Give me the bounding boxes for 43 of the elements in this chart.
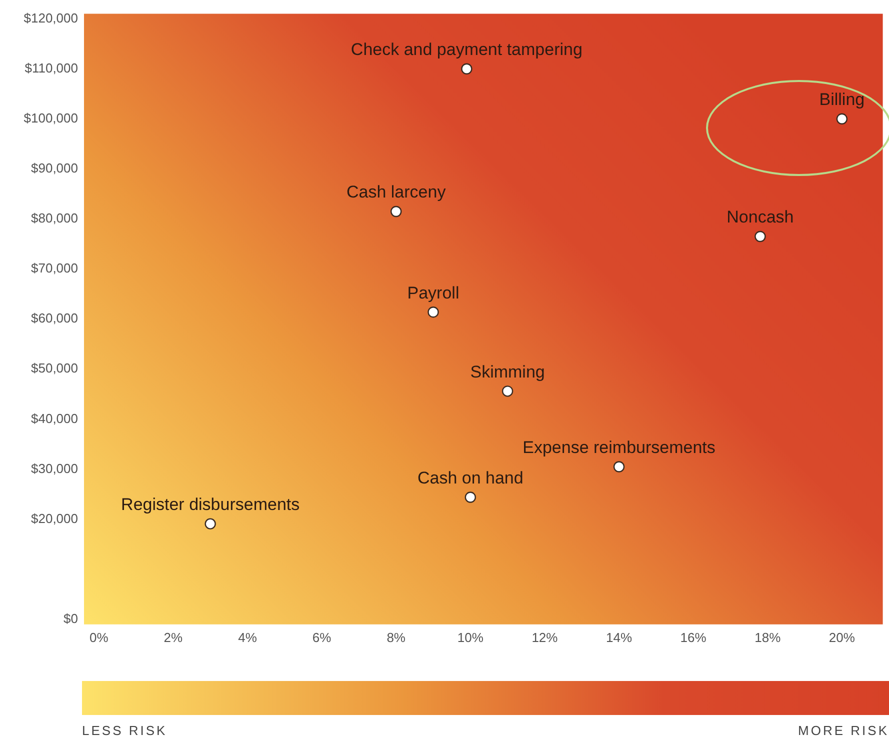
point — [613, 461, 625, 472]
y-tick-label: $90,000 — [31, 160, 78, 176]
y-tick-label: $100,000 — [24, 110, 78, 126]
y-tick-label: $80,000 — [31, 210, 78, 226]
y-tick-label: $50,000 — [31, 360, 78, 376]
series-label: Payroll — [407, 283, 460, 302]
point — [461, 63, 472, 74]
y-tick-label: $20,000 — [31, 510, 78, 526]
x-tick-label: 4% — [238, 630, 258, 645]
y-tick-label: $120,000 — [24, 10, 78, 26]
series-label: Cash larceny — [346, 182, 446, 202]
series-label: Register disbursements — [121, 494, 300, 514]
y-tick-label: $40,000 — [31, 410, 78, 426]
point — [204, 518, 216, 530]
x-tick-label: 18% — [754, 630, 782, 645]
series-label: Skimming — [470, 362, 545, 382]
point — [836, 113, 848, 125]
series-label: Noncash — [726, 208, 794, 227]
x-tick-label: 12% — [532, 630, 558, 645]
x-tick-label: 8% — [386, 630, 406, 645]
y-tick-label: $70,000 — [31, 260, 78, 276]
x-tick-label: 6% — [312, 630, 332, 645]
series-label: Check and payment tampering — [350, 40, 582, 60]
x-tick-label: 2% — [164, 630, 183, 645]
point — [502, 386, 514, 397]
y-tick-label: $0 — [64, 610, 78, 626]
x-tick-label: 14% — [606, 630, 632, 645]
text: MORE RISK — [798, 723, 889, 738]
x-tick-label: 10% — [457, 630, 484, 645]
series-label: Billing — [819, 90, 865, 110]
series-label: Expense reimbursements — [522, 438, 716, 457]
text: LESS RISK — [82, 723, 168, 738]
y-tick-label: $30,000 — [31, 460, 78, 476]
y-tick-label: $110,000 — [24, 60, 78, 76]
point — [754, 230, 766, 242]
point — [390, 206, 402, 218]
x-tick-label: 16% — [680, 630, 707, 645]
y-tick-label: $60,000 — [31, 310, 78, 326]
point — [428, 306, 439, 318]
x-tick-label: 20% — [828, 630, 856, 645]
x-tick-label: 0% — [89, 630, 109, 645]
series-label: Cash on hand — [417, 468, 524, 488]
point — [464, 492, 476, 503]
